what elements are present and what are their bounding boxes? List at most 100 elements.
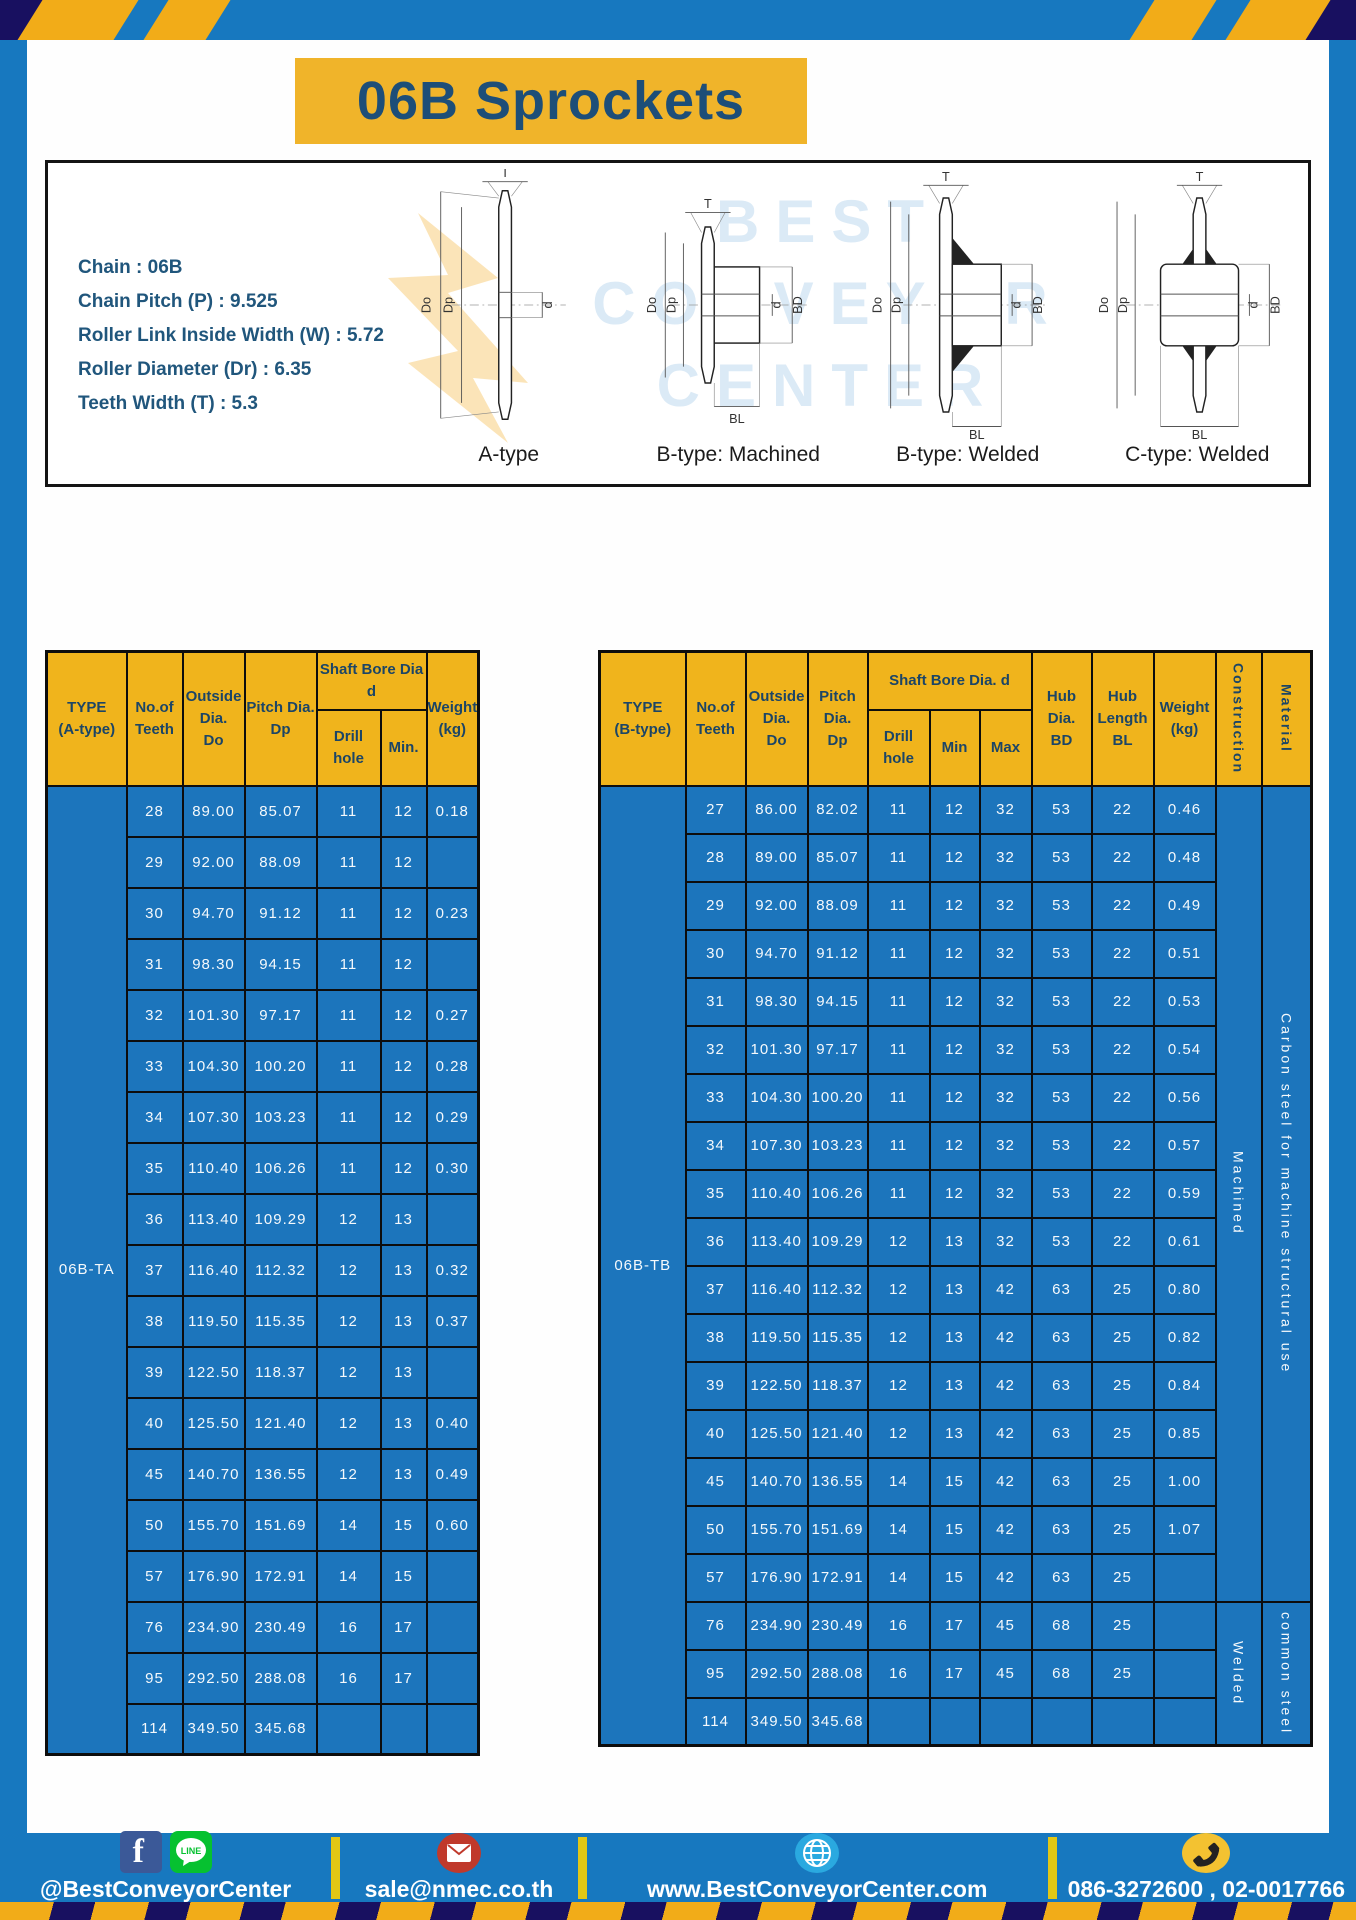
table-cell: 234.90	[744, 1600, 809, 1651]
table-cell: 16	[315, 1651, 382, 1705]
email-icon[interactable]	[436, 1833, 481, 1873]
table-cell: 12	[379, 1141, 428, 1195]
table-cell: 118.37	[806, 1360, 869, 1411]
table-cell: 27	[684, 784, 747, 835]
table-row: 28 89.00 85.07 11 12 32 53 22 0.48	[600, 832, 1312, 883]
table-cell: 109.29	[243, 1192, 318, 1246]
table-row: 37 116.40 112.32 12 13 0.32	[47, 1243, 480, 1297]
table-cell: 11	[866, 1120, 931, 1171]
table-cell: 32	[684, 1024, 747, 1075]
table-cell: 25	[1090, 1648, 1155, 1699]
table-cell: 50	[684, 1504, 747, 1555]
phone-numbers[interactable]: 086-3272600 , 02-0017766	[1067, 1876, 1346, 1902]
table-cell: 85.07	[243, 784, 318, 838]
table-cell: 11	[866, 832, 931, 883]
table-cell: 06B-TB	[598, 784, 687, 1747]
table-cell: 42	[978, 1312, 1033, 1363]
page-title: 06B Sprockets	[356, 71, 746, 131]
table-cell: 12	[315, 1447, 382, 1501]
website-contact[interactable]: www.BestConveyorCenter.com	[587, 1833, 1048, 1903]
table-cell: 63	[1030, 1408, 1093, 1459]
table-cell: 12	[379, 1039, 428, 1093]
email-contact[interactable]: sale@nmec.co.th	[340, 1833, 577, 1903]
table-cell: 136.55	[243, 1447, 318, 1501]
table-cell: 25	[1090, 1552, 1155, 1603]
diagram-b-type-welded: Do Dp d BD	[859, 169, 1076, 481]
table-cell: 11	[315, 1141, 382, 1195]
table-cell: 14	[315, 1498, 382, 1552]
table-cell	[1152, 1552, 1217, 1603]
svg-text:Do: Do	[420, 297, 434, 313]
table-cell: 95	[125, 1651, 184, 1705]
phone-icon[interactable]	[1182, 1833, 1231, 1873]
phone-contact[interactable]: 086-3272600 , 02-0017766	[1057, 1833, 1356, 1903]
table-cell: 37	[684, 1264, 747, 1315]
website-url[interactable]: www.BestConveyorCenter.com	[646, 1876, 988, 1902]
table-row: 45 140.70 136.55 14 15 42 63 25 1.00	[600, 1456, 1312, 1507]
footer-divider	[331, 1837, 341, 1899]
line-icon[interactable]: LINE	[169, 1831, 212, 1873]
table-cell: 53	[1030, 1024, 1093, 1075]
table-cell: 17	[379, 1600, 428, 1654]
spec-line: Chain Pitch (P) : 9.525	[78, 291, 278, 312]
table-row: 95 292.50 288.08 16 17	[47, 1651, 480, 1705]
table-cell: 1.00	[1152, 1456, 1217, 1507]
table-cell: 11	[866, 784, 931, 835]
table-cell: 91.12	[243, 886, 318, 940]
svg-text:BD: BD	[791, 296, 805, 314]
table-cell: 119.50	[744, 1312, 809, 1363]
table-cell: 0.23	[425, 886, 480, 940]
table-cell: 63	[1030, 1360, 1093, 1411]
table-cell: 11	[315, 1090, 382, 1144]
a-type-drawing: Do Dp d T	[420, 169, 566, 420]
hazard-stripe	[143, 0, 231, 40]
svg-text:Dp: Dp	[1116, 297, 1130, 313]
table-cell: 11	[866, 880, 931, 931]
table-cell: 12	[315, 1243, 382, 1297]
table-cell: 53	[1030, 1120, 1093, 1171]
table-cell: 292.50	[181, 1651, 246, 1705]
table-cell	[425, 1549, 480, 1603]
table-cell	[978, 1696, 1033, 1747]
table-cell	[928, 1696, 981, 1747]
table-row: 32 101.30 97.17 11 12 32 53 22 0.54	[600, 1024, 1312, 1075]
table-cell: 15	[928, 1552, 981, 1603]
table-cell: 53	[1030, 1072, 1093, 1123]
table-cell: 118.37	[243, 1345, 318, 1399]
social-contact[interactable]: f LINE @BestConveyorCenter	[0, 1831, 331, 1903]
table-cell: 0.82	[1152, 1312, 1217, 1363]
table-cell: 104.30	[744, 1072, 809, 1123]
svg-text:BD: BD	[1268, 296, 1282, 314]
table-cell: 110.40	[744, 1168, 809, 1219]
table-row: 35 110.40 106.26 11 12 0.30	[47, 1141, 480, 1195]
social-handle[interactable]: @BestConveyorCenter	[40, 1876, 292, 1902]
table-cell	[425, 937, 480, 991]
svg-text:d: d	[769, 301, 783, 308]
table-cell: 32	[125, 988, 184, 1042]
table-cell: 12	[866, 1216, 931, 1267]
table-cell: 0.57	[1152, 1120, 1217, 1171]
table-cell: 11	[315, 1039, 382, 1093]
diagram-b-type-machined: Do Dp d BD	[630, 169, 847, 481]
title-banner: 06B Sprockets	[295, 58, 807, 144]
table-cell: 32	[978, 928, 1033, 979]
table-cell: 12	[315, 1294, 382, 1348]
facebook-icon[interactable]: f	[119, 1831, 162, 1873]
table-cell: 35	[684, 1168, 747, 1219]
table-cell: 121.40	[806, 1408, 869, 1459]
table-cell: 12	[928, 832, 981, 883]
svg-text:d: d	[541, 301, 555, 308]
table-cell: 100.20	[243, 1039, 318, 1093]
table-cell: 06B-TA	[45, 784, 128, 1756]
table-cell: 22	[1090, 1168, 1155, 1219]
table-cell: 17	[928, 1600, 981, 1651]
table-cell: 12	[379, 835, 428, 889]
table-row: 38 119.50 115.35 12 13 42 63 25 0.82	[600, 1312, 1312, 1363]
table-cell: 29	[125, 835, 184, 889]
table-cell: 45	[978, 1600, 1033, 1651]
table-cell: 33	[125, 1039, 184, 1093]
email-address[interactable]: sale@nmec.co.th	[364, 1876, 554, 1902]
table-cell: 151.69	[243, 1498, 318, 1552]
globe-icon[interactable]	[795, 1833, 840, 1873]
